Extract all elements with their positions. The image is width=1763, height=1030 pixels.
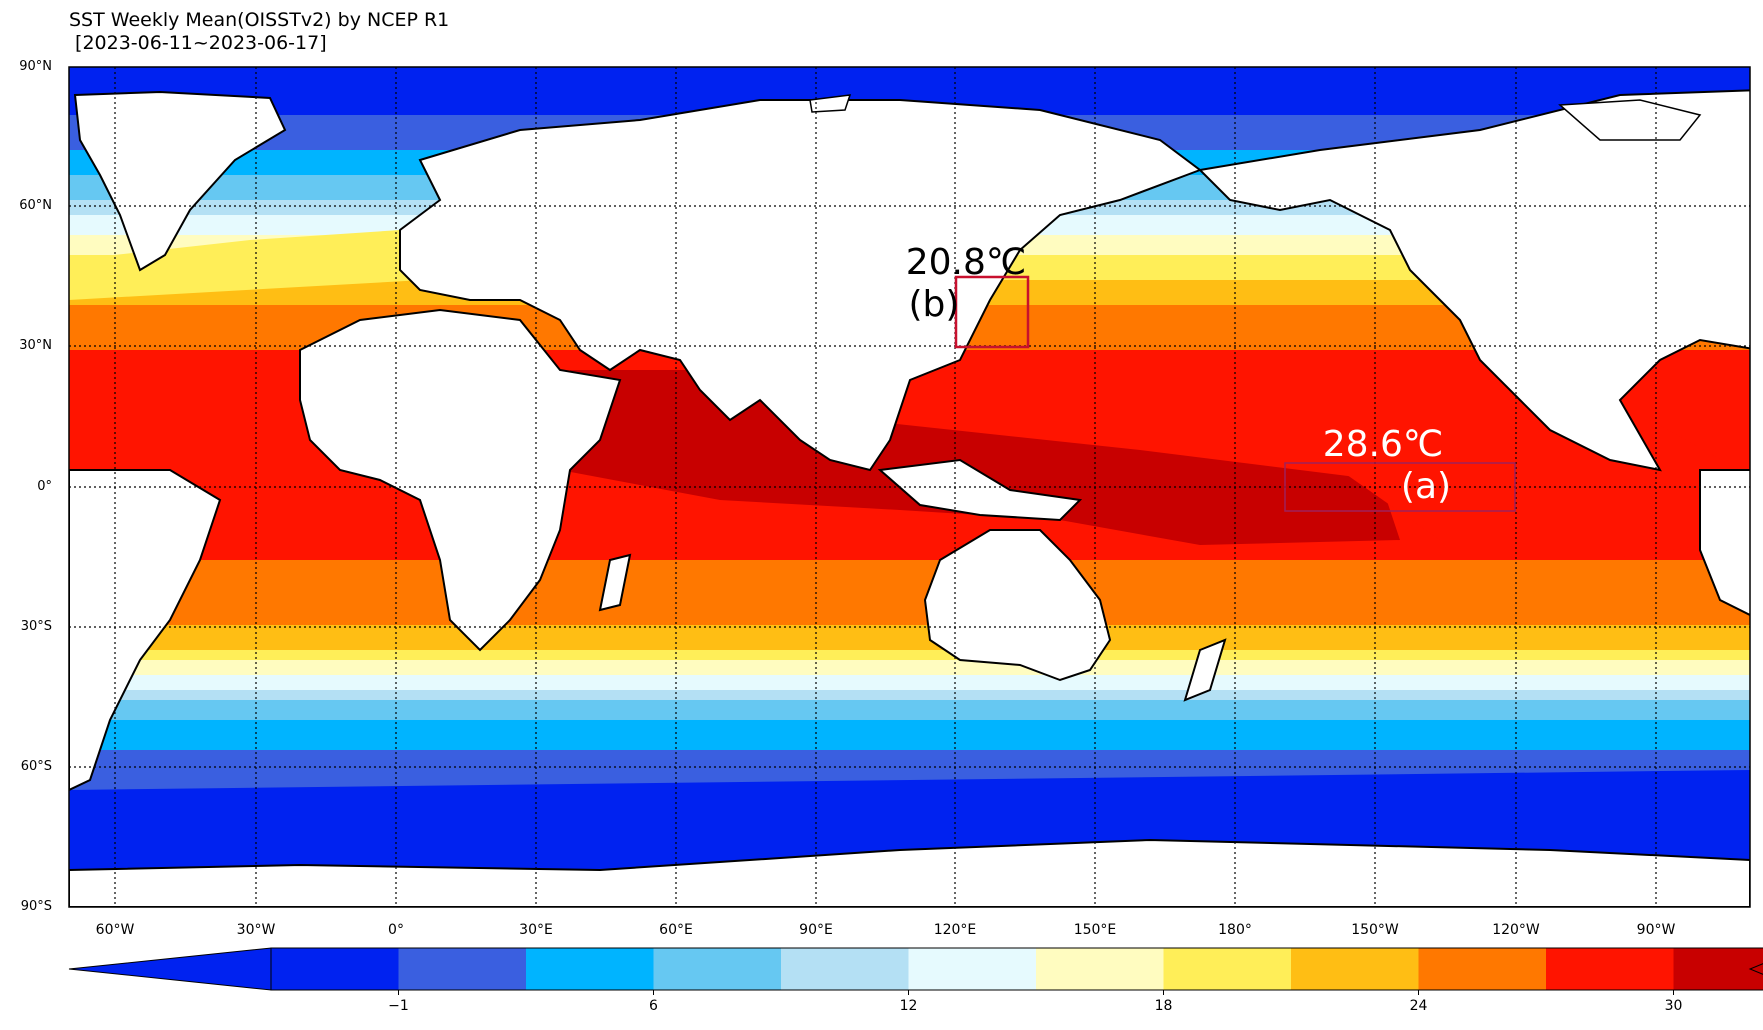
colorbar-tick-label: 30 xyxy=(1664,998,1683,1014)
colorbar-segment xyxy=(908,948,1037,990)
colorbar-segment xyxy=(781,948,909,990)
colorbar-tick-label: 24 xyxy=(1409,998,1428,1014)
new-zealand xyxy=(1183,638,1227,702)
colorbar-tick-label: 6 xyxy=(649,998,658,1014)
region-b-box xyxy=(954,275,1030,349)
lon-label: 30°W xyxy=(236,922,276,938)
lat-label: 90°S xyxy=(20,899,52,914)
madagascar xyxy=(598,553,632,612)
antarctica xyxy=(69,838,1750,907)
colorbar-segment xyxy=(1546,948,1674,990)
sst-warm-pool xyxy=(560,370,1400,545)
colorbar xyxy=(68,947,1763,995)
maritime-continent xyxy=(877,458,1083,522)
lon-label: 30°E xyxy=(519,922,553,938)
svalbard-islands xyxy=(809,94,852,113)
region-a-value: 28.6℃ xyxy=(1323,424,1444,465)
colorbar-under-arrow xyxy=(68,947,272,991)
lon-label: 120°W xyxy=(1492,922,1540,938)
map-frame xyxy=(68,66,1751,908)
lon-label: 180° xyxy=(1218,922,1252,938)
colorbar-tick-label: 12 xyxy=(899,998,918,1014)
colorbar-outline xyxy=(270,947,1763,991)
lat-label: 0° xyxy=(37,479,52,494)
lon-label: 60°E xyxy=(659,922,693,938)
colorbar-segment xyxy=(526,948,654,990)
colorbar-segment xyxy=(271,948,399,990)
map-title: SST Weekly Mean(OISSTv2) by NCEP R1 xyxy=(69,9,450,31)
colorbar-segment xyxy=(1418,948,1547,990)
south-america xyxy=(69,469,222,792)
lon-label: 150°W xyxy=(1351,922,1399,938)
lon-label: 150°E xyxy=(1073,922,1117,938)
lon-label: 120°E xyxy=(933,922,977,938)
australia xyxy=(923,529,1112,682)
arctic-islands xyxy=(1558,99,1702,141)
africa xyxy=(299,308,622,652)
lon-label: 90°W xyxy=(1636,922,1676,938)
lat-label: 60°N xyxy=(19,198,52,213)
colorbar-segment xyxy=(1036,948,1164,990)
lat-label: 60°S xyxy=(20,759,52,774)
lat-label: 90°N xyxy=(19,59,52,74)
colorbar-segment xyxy=(1291,948,1419,990)
region-b-label: (b) xyxy=(909,284,960,325)
colorbar-segment xyxy=(398,948,527,990)
lat-label: 30°S xyxy=(20,619,52,634)
eurasia xyxy=(399,99,1203,472)
colorbar-over-arrow xyxy=(1748,963,1763,975)
colorbar-segment xyxy=(1673,948,1763,990)
region-a-label: (a) xyxy=(1401,466,1451,507)
lon-label: 60°W xyxy=(95,922,135,938)
gridlines xyxy=(69,67,1750,907)
map-date-range: [2023-06-11~2023-06-17] xyxy=(69,32,327,54)
colorbar-tick-label: 18 xyxy=(1154,998,1173,1014)
colorbar-segment xyxy=(1163,948,1292,990)
north-america xyxy=(1197,89,1750,472)
region-b-value: 20.8℃ xyxy=(906,242,1027,283)
colorbar-segment xyxy=(653,948,782,990)
lon-label: 0° xyxy=(388,922,404,938)
lon-label: 90°E xyxy=(799,922,833,938)
lat-label: 30°N xyxy=(19,338,52,353)
greenland xyxy=(73,90,287,272)
colorbar-tick-label: −1 xyxy=(388,998,409,1014)
region-a-box xyxy=(1284,462,1516,512)
south-america-east xyxy=(1699,469,1750,617)
